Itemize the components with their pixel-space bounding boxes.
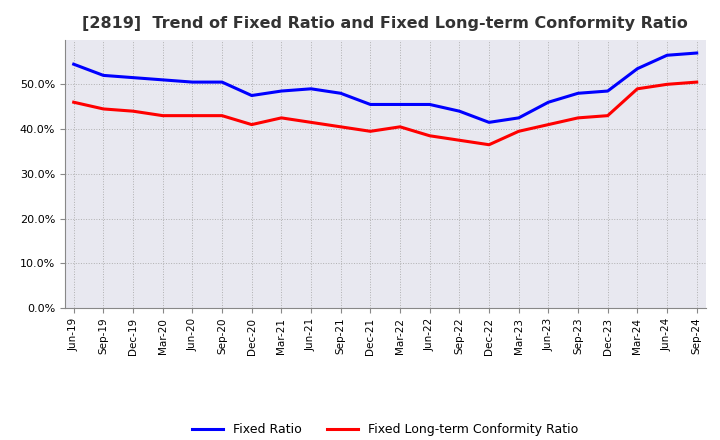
Fixed Ratio (99, 73, 108, 78)
Fixed Long-term Conformity Ratio (188, 113, 197, 118)
Fixed Long-term Conformity Ratio (603, 113, 612, 118)
Fixed Long-term Conformity Ratio (99, 106, 108, 112)
Fixed Long-term Conformity Ratio (455, 138, 464, 143)
Fixed Long-term Conformity Ratio (662, 82, 671, 87)
Fixed Long-term Conformity Ratio (366, 128, 374, 134)
Fixed Ratio (574, 91, 582, 96)
Fixed Ratio (426, 102, 434, 107)
Fixed Ratio (396, 102, 405, 107)
Fixed Ratio (188, 80, 197, 85)
Title: [2819]  Trend of Fixed Ratio and Fixed Long-term Conformity Ratio: [2819] Trend of Fixed Ratio and Fixed Lo… (82, 16, 688, 32)
Fixed Ratio (277, 88, 286, 94)
Fixed Long-term Conformity Ratio (693, 80, 701, 85)
Fixed Long-term Conformity Ratio (217, 113, 226, 118)
Fixed Long-term Conformity Ratio (426, 133, 434, 139)
Fixed Ratio (248, 93, 256, 98)
Fixed Ratio (217, 80, 226, 85)
Fixed Long-term Conformity Ratio (69, 99, 78, 105)
Fixed Ratio (336, 91, 345, 96)
Fixed Ratio (662, 53, 671, 58)
Fixed Long-term Conformity Ratio (158, 113, 167, 118)
Fixed Long-term Conformity Ratio (574, 115, 582, 121)
Fixed Ratio (455, 109, 464, 114)
Fixed Long-term Conformity Ratio (485, 142, 493, 147)
Fixed Long-term Conformity Ratio (129, 109, 138, 114)
Fixed Long-term Conformity Ratio (248, 122, 256, 127)
Fixed Ratio (158, 77, 167, 82)
Fixed Ratio (544, 99, 553, 105)
Fixed Ratio (514, 115, 523, 121)
Fixed Ratio (129, 75, 138, 80)
Fixed Long-term Conformity Ratio (336, 124, 345, 129)
Fixed Long-term Conformity Ratio (307, 120, 315, 125)
Line: Fixed Long-term Conformity Ratio: Fixed Long-term Conformity Ratio (73, 82, 697, 145)
Fixed Ratio (69, 62, 78, 67)
Fixed Long-term Conformity Ratio (396, 124, 405, 129)
Fixed Ratio (366, 102, 374, 107)
Fixed Long-term Conformity Ratio (277, 115, 286, 121)
Fixed Long-term Conformity Ratio (633, 86, 642, 92)
Fixed Ratio (603, 88, 612, 94)
Fixed Ratio (307, 86, 315, 92)
Fixed Ratio (693, 50, 701, 55)
Fixed Long-term Conformity Ratio (544, 122, 553, 127)
Legend: Fixed Ratio, Fixed Long-term Conformity Ratio: Fixed Ratio, Fixed Long-term Conformity … (187, 418, 583, 440)
Fixed Ratio (633, 66, 642, 71)
Fixed Ratio (485, 120, 493, 125)
Fixed Long-term Conformity Ratio (514, 128, 523, 134)
Line: Fixed Ratio: Fixed Ratio (73, 53, 697, 122)
